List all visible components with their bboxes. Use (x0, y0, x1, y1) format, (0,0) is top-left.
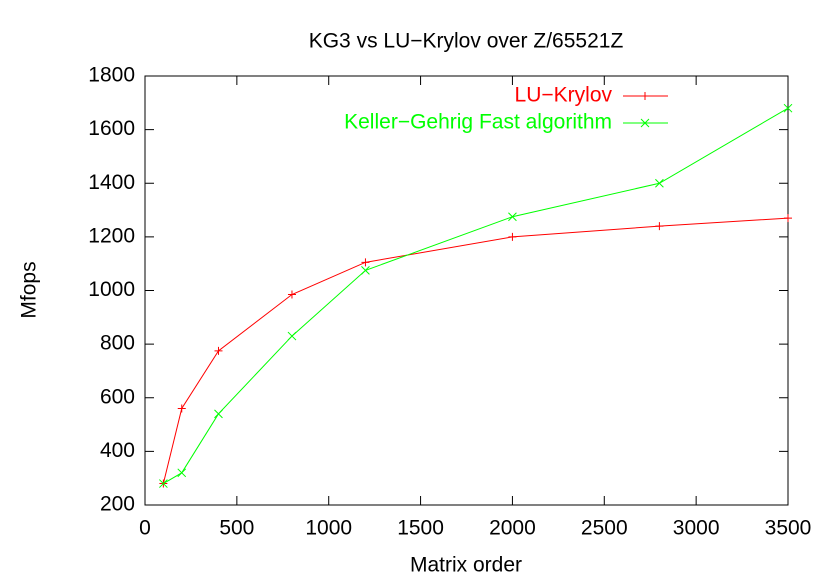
y-tick-label: 1600 (88, 117, 135, 140)
point (508, 212, 517, 222)
point (287, 290, 296, 299)
y-tick-label: 1400 (88, 171, 135, 194)
point (159, 479, 168, 488)
x-tick-label: 2000 (489, 517, 536, 540)
y-tick-label: 1200 (88, 224, 135, 247)
x-tick-label: 3000 (673, 517, 720, 540)
point (784, 214, 792, 223)
y-tick-label: 1800 (88, 64, 135, 87)
x-tick-label: 3500 (765, 517, 812, 540)
x-tick-label: 1000 (305, 517, 352, 540)
chart-title: KG3 vs LU−Krylov over Z/65521Z (309, 30, 624, 53)
point (361, 258, 370, 267)
legend-marker (640, 118, 650, 128)
point (214, 409, 223, 419)
x-tick-label: 1500 (397, 517, 444, 540)
x-tick-label: 500 (219, 517, 254, 540)
point (508, 232, 517, 241)
y-tick-label: 1000 (88, 278, 135, 301)
point (361, 266, 370, 275)
legend-marker (641, 92, 649, 100)
x-axis-label: Matrix order (410, 554, 522, 577)
point (177, 404, 186, 413)
series-line (162, 217, 789, 484)
y-tick-label: 200 (100, 493, 135, 516)
x-tick-label: 0 (139, 517, 151, 540)
y-tick-label: 800 (100, 332, 135, 355)
y-tick-label: 400 (100, 439, 135, 462)
x-tick-label: 2500 (581, 517, 628, 540)
point (655, 178, 664, 188)
point (783, 103, 793, 113)
point (177, 468, 187, 478)
plot-frame (144, 75, 789, 506)
legend-label: LU−Krylov (515, 84, 613, 107)
y-axis-label: Mfops (18, 261, 41, 318)
y-tick-label: 600 (100, 385, 135, 408)
point (655, 222, 664, 231)
series-line (163, 107, 789, 484)
legend-label: Keller−Gehrig Fast algorithm (344, 111, 612, 134)
point (287, 331, 297, 341)
point (214, 346, 223, 355)
